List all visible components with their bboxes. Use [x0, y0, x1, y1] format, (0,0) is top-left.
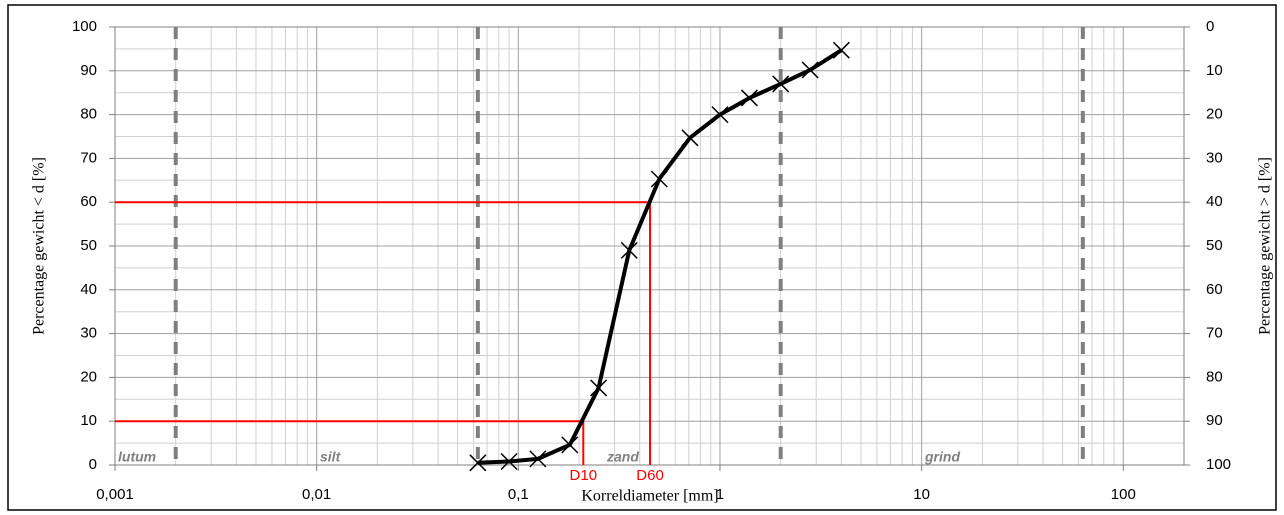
y-tick-label: 100: [72, 18, 97, 35]
y2-tick-label: 80: [1206, 368, 1223, 385]
y2-tick-label: 50: [1206, 237, 1223, 254]
y-tick-label: 0: [89, 456, 97, 473]
y-tick-label: 50: [80, 237, 97, 254]
marker: [590, 379, 608, 397]
chart-frame: [7, 4, 1277, 511]
y-axis-title: Percentage gewicht < d [%]: [31, 157, 48, 335]
marker: [772, 75, 790, 93]
zone-label: grind: [924, 449, 960, 465]
y2-tick-label: 60: [1206, 281, 1223, 298]
marker: [740, 89, 758, 107]
marker: [650, 170, 668, 188]
x-axis-title: Korreldiameter [mm]: [581, 488, 718, 505]
reference-label: D60: [636, 467, 664, 484]
marker: [801, 61, 819, 79]
x-tick-label: 0,1: [508, 486, 529, 503]
marker: [469, 454, 487, 472]
y2-axis-title: Percentage gewicht > d [%]: [1257, 157, 1274, 335]
zone-label: lutum: [118, 449, 156, 465]
reference-label: D10: [570, 467, 598, 484]
y2-tick-label: 70: [1206, 325, 1223, 342]
y-tick-label: 80: [80, 106, 97, 123]
marker: [620, 241, 638, 259]
zone-label: silt: [320, 449, 342, 465]
marker: [529, 450, 547, 468]
x-tick-label: 0,01: [302, 486, 331, 503]
y-tick-label: 90: [80, 62, 97, 79]
x-tick-label: 1: [716, 486, 724, 503]
x-tick-label: 100: [1111, 486, 1136, 503]
y-tick-label: 30: [80, 325, 97, 342]
y-tick-label: 40: [80, 281, 97, 298]
y-tick-label: 70: [80, 149, 97, 166]
marker: [832, 41, 850, 59]
y-tick-label: 10: [80, 412, 97, 429]
y2-tick-label: 30: [1206, 149, 1223, 166]
y-tick-label: 20: [80, 368, 97, 385]
x-tick-label: 10: [913, 486, 930, 503]
y2-tick-label: 40: [1206, 193, 1223, 210]
y2-tick-label: 20: [1206, 106, 1223, 123]
marker: [500, 452, 518, 471]
zone-label: zand: [606, 449, 639, 465]
y2-tick-label: 100: [1206, 456, 1231, 473]
y2-tick-label: 90: [1206, 412, 1223, 429]
y2-tick-label: 10: [1206, 62, 1223, 79]
marker: [681, 129, 699, 147]
marker: [561, 436, 579, 454]
y-tick-label: 60: [80, 193, 97, 210]
x-tick-label: 0,001: [96, 486, 134, 503]
marker: [711, 106, 729, 124]
y2-tick-label: 0: [1206, 18, 1214, 35]
